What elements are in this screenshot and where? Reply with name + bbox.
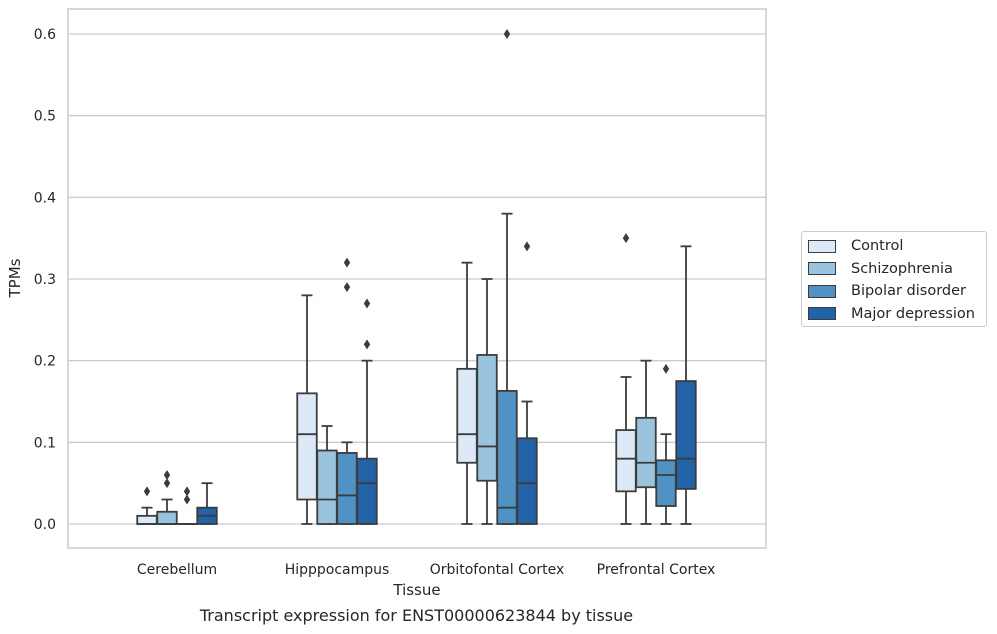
legend-swatch — [808, 262, 836, 276]
box-1-3 — [635, 359, 657, 525]
legend-swatch — [808, 239, 836, 253]
box-2-2 — [496, 29, 518, 525]
box-2-0 — [176, 486, 198, 525]
x-tick-label: Prefrontal Cortex — [597, 562, 716, 578]
outlier-point — [183, 494, 191, 505]
outlier-point — [183, 486, 191, 497]
y-tick-label: 0.3 — [34, 272, 56, 288]
box-body — [336, 452, 358, 525]
y-axis-ticks: 0.0 0.1 0.2 0.3 0.4 0.5 0.6 — [34, 27, 56, 533]
y-axis-label: TPMs — [6, 258, 24, 298]
box-1-2 — [476, 278, 498, 525]
x-tick-label: Orbitofontal Cortex — [430, 562, 565, 578]
legend-label: Bipolar disorder — [851, 283, 966, 300]
outlier-point — [503, 29, 511, 39]
x-axis-label: Tissue — [392, 581, 440, 599]
y-tick-label: 0.6 — [34, 27, 56, 43]
y-tick-label: 0.2 — [34, 354, 56, 370]
x-tick-label: Cerebellum — [137, 562, 217, 578]
outlier-point — [662, 363, 670, 374]
box-body — [456, 367, 478, 464]
outlier-point — [143, 486, 151, 497]
box-0-1 — [296, 294, 318, 525]
boxes — [136, 29, 697, 525]
box-body — [675, 380, 697, 490]
legend: Control Schizophrenia Bipolar disorder Majo… — [801, 231, 987, 327]
box-body — [356, 457, 378, 525]
gridlines — [68, 33, 766, 525]
outlier-point — [363, 339, 371, 350]
box-body — [156, 510, 178, 525]
legend-label: Major depression — [851, 305, 975, 322]
box-2-3 — [655, 363, 677, 525]
box-body — [655, 459, 677, 507]
y-tick-label: 0.5 — [34, 109, 56, 125]
legend-item: Bipolar disorder — [808, 280, 986, 303]
outlier-point — [163, 470, 171, 480]
y-tick-label: 0.1 — [34, 435, 56, 451]
box-body — [496, 389, 518, 525]
outlier-point — [163, 478, 171, 489]
box-body — [136, 514, 158, 525]
legend-item: Schizophrenia — [808, 258, 986, 281]
figure-caption: Transcript expression for ENST0000062384… — [199, 606, 634, 625]
legend-swatch — [808, 284, 836, 298]
box-3-1 — [356, 298, 378, 525]
legend-label: Control — [851, 238, 904, 255]
box-0-3 — [615, 233, 637, 525]
box-2-1 — [336, 257, 358, 525]
x-tick-label: Hipppocampus — [285, 562, 390, 578]
box-3-3 — [675, 245, 697, 525]
y-tick-label: 0.0 — [34, 517, 56, 533]
legend-swatch — [808, 307, 836, 321]
box-1-1 — [316, 425, 338, 525]
box-body — [476, 354, 498, 482]
box-0-2 — [456, 261, 478, 525]
y-tick-label: 0.4 — [34, 190, 56, 206]
legend-label: Schizophrenia — [851, 260, 953, 277]
box-3-2 — [516, 241, 538, 525]
box-body — [615, 429, 637, 493]
legend-item: Major depression — [808, 303, 986, 326]
box-body — [316, 449, 338, 525]
x-axis-ticks: Cerebellum Hipppocampus Orbitofontal Corte… — [137, 562, 715, 578]
outlier-point — [523, 241, 531, 252]
legend-item: Control — [808, 235, 986, 258]
outlier-point — [622, 233, 630, 244]
box-1-0 — [156, 470, 178, 525]
box-body — [516, 437, 538, 525]
outlier-point — [343, 257, 351, 268]
box-3-0 — [196, 482, 218, 525]
box-body — [296, 392, 318, 501]
outlier-point — [343, 282, 351, 293]
plot-area — [67, 8, 767, 549]
box-body — [635, 416, 657, 489]
outlier-point — [363, 298, 371, 309]
box-0-0 — [136, 486, 158, 525]
